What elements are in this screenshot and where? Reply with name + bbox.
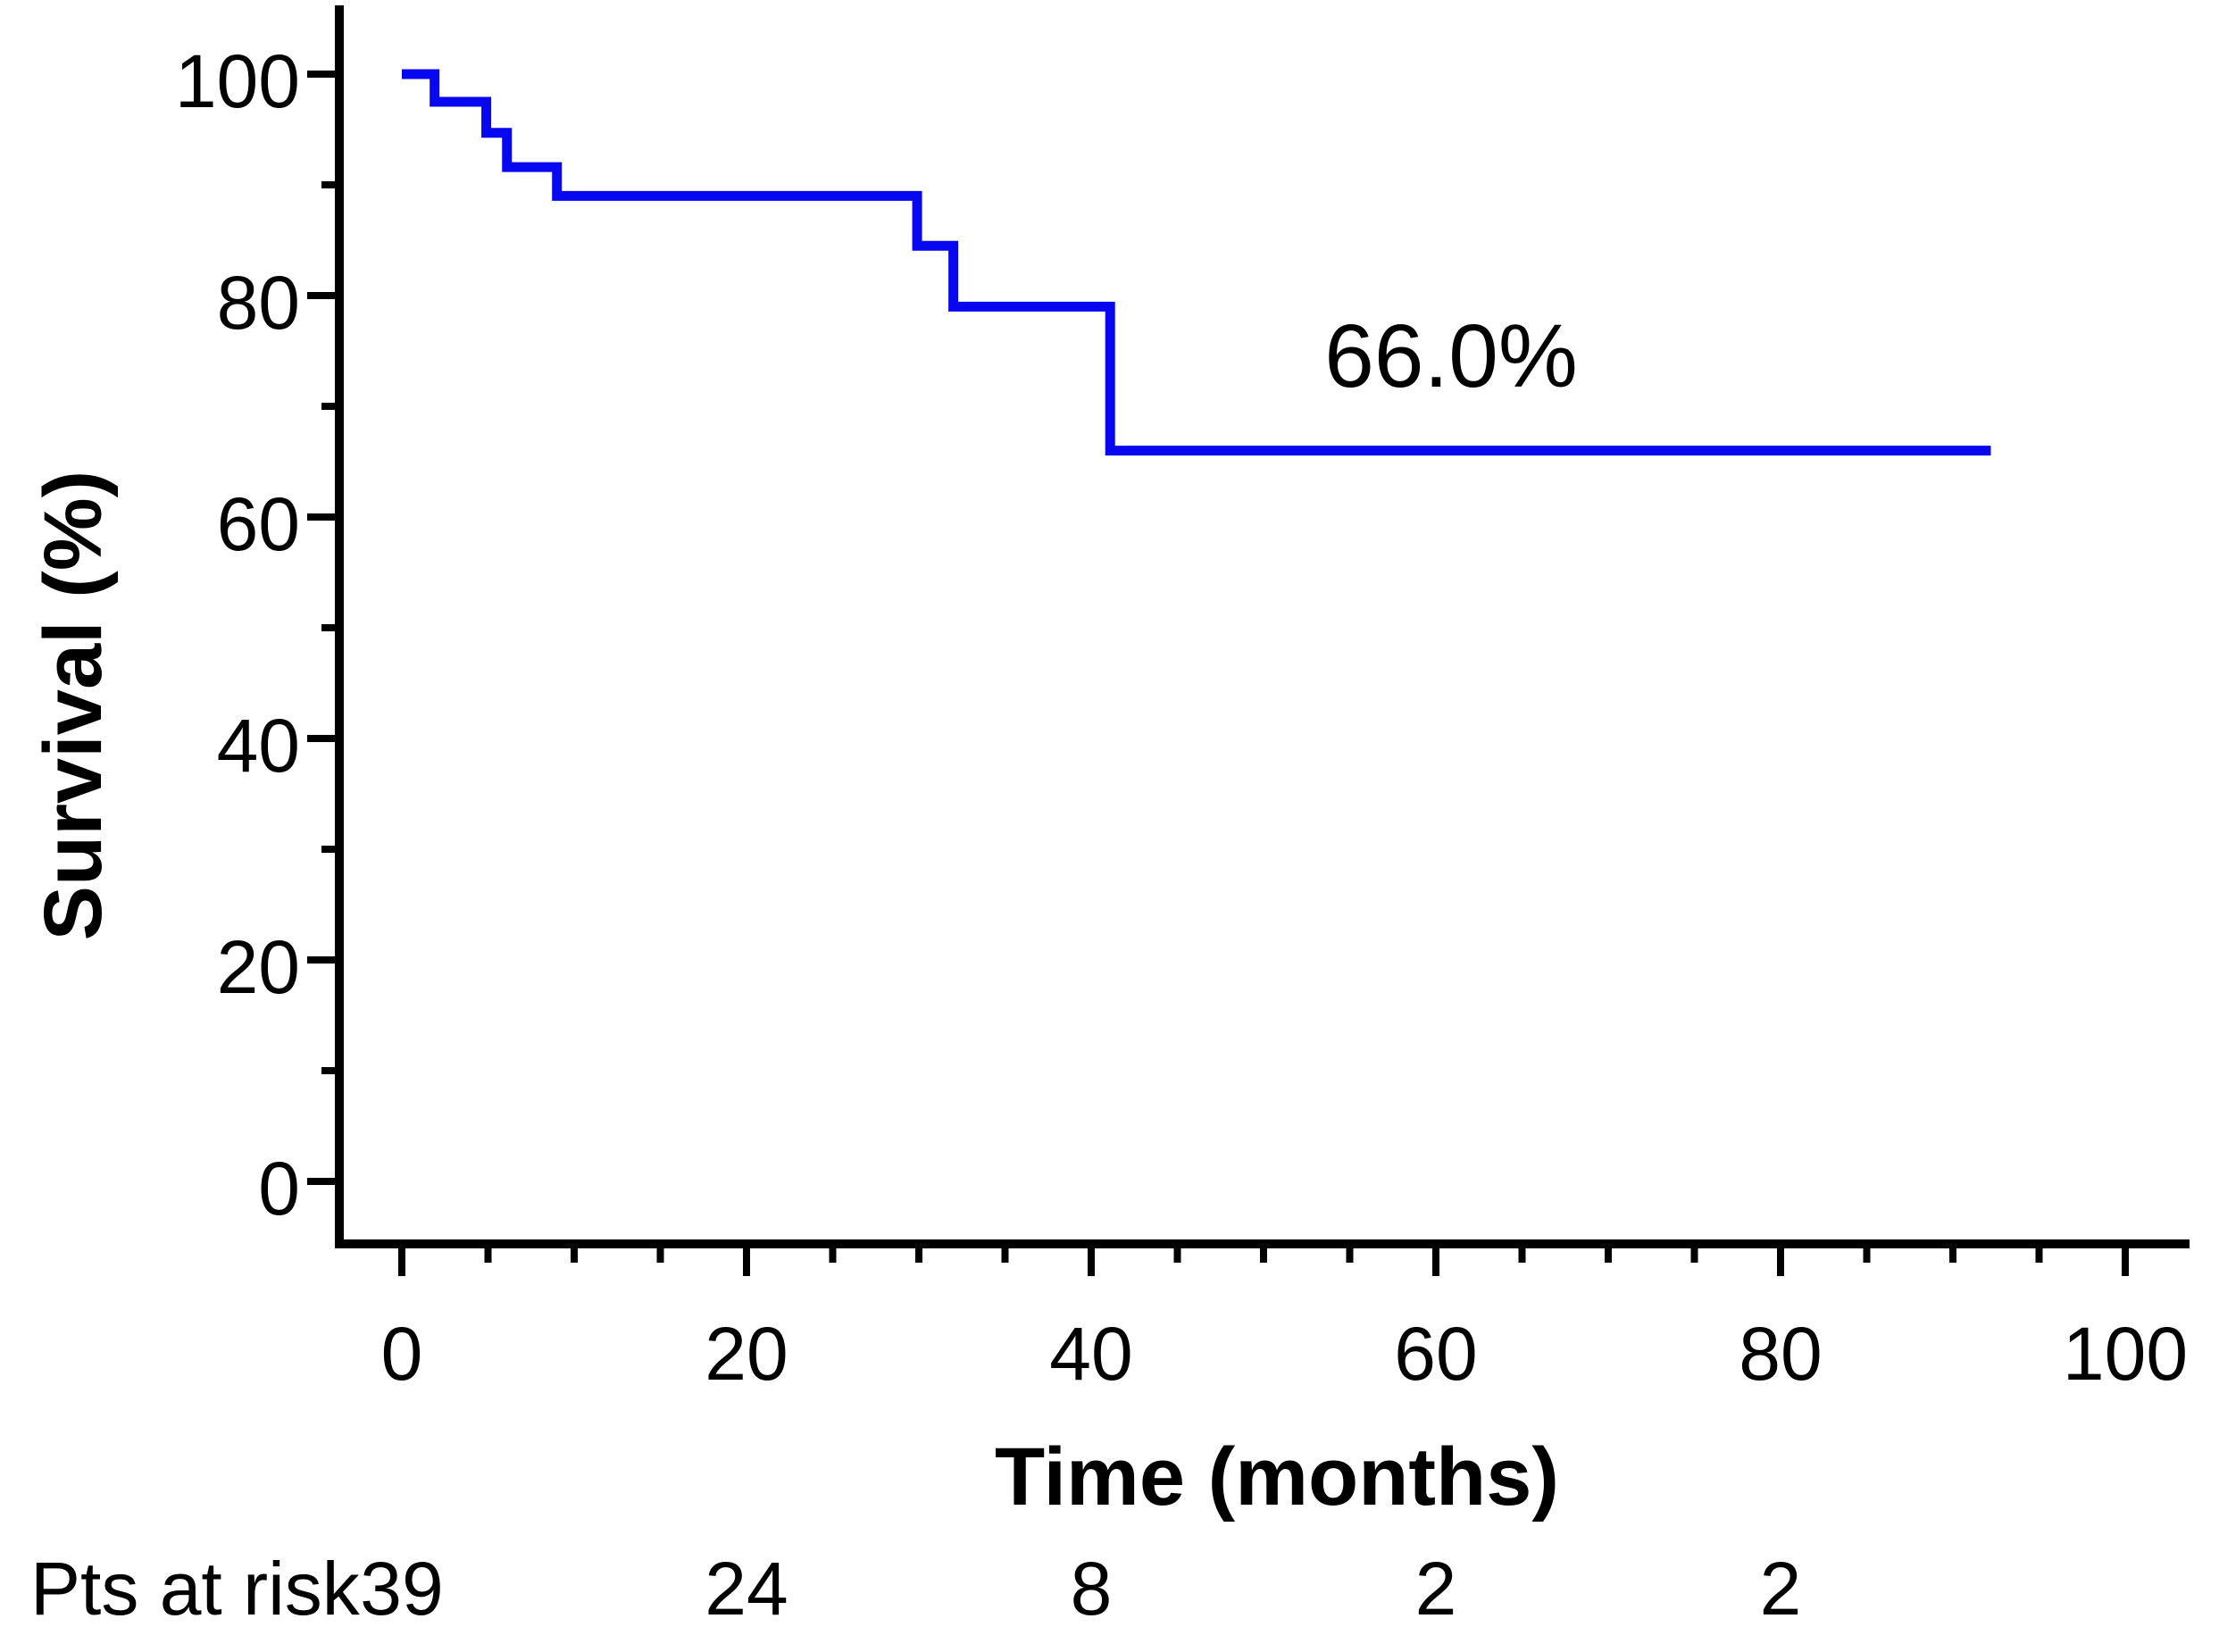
at-risk-label: Pts at risk — [30, 1547, 361, 1631]
y-tick-label: 0 — [258, 1147, 300, 1231]
x-tick-label: 20 — [705, 1312, 788, 1396]
x-tick-label: 80 — [1739, 1312, 1822, 1396]
y-tick-label: 60 — [217, 482, 300, 566]
y-tick-label: 40 — [217, 704, 300, 788]
at-risk-count: 2 — [1415, 1547, 1457, 1631]
at-risk-count: 8 — [1071, 1547, 1113, 1631]
y-tick-label: 100 — [175, 39, 300, 123]
y-tick-label: 80 — [217, 261, 300, 345]
x-tick-label: 0 — [381, 1312, 423, 1396]
y-axis-tick-labels: 0 20 40 60 80 100 — [175, 39, 300, 1231]
x-tick-label: 40 — [1049, 1312, 1132, 1396]
x-tick-label: 60 — [1394, 1312, 1477, 1396]
x-axis-tick-labels: 0 20 40 60 80 100 — [381, 1312, 2188, 1396]
at-risk-count: 24 — [705, 1547, 788, 1631]
at-risk-count: 39 — [360, 1547, 443, 1631]
x-axis-ticks — [398, 1244, 2129, 1276]
survival-curve — [402, 69, 1991, 456]
y-axis-title: Survival (%) — [28, 471, 119, 941]
patients-at-risk-row: Pts at risk 39 24 8 2 2 — [30, 1547, 1801, 1631]
at-risk-count: 2 — [1760, 1547, 1802, 1631]
y-axis-ticks — [307, 71, 339, 1185]
survival-rate-annotation: 66.0% — [1324, 306, 1578, 406]
y-tick-label: 20 — [217, 925, 300, 1009]
x-axis-title: Time (months) — [995, 1431, 1559, 1523]
x-tick-label: 100 — [2063, 1312, 2188, 1396]
